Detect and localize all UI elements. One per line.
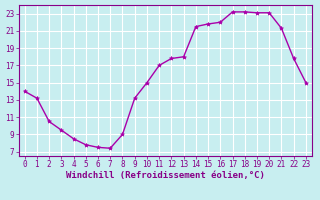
X-axis label: Windchill (Refroidissement éolien,°C): Windchill (Refroidissement éolien,°C) [66, 171, 265, 180]
